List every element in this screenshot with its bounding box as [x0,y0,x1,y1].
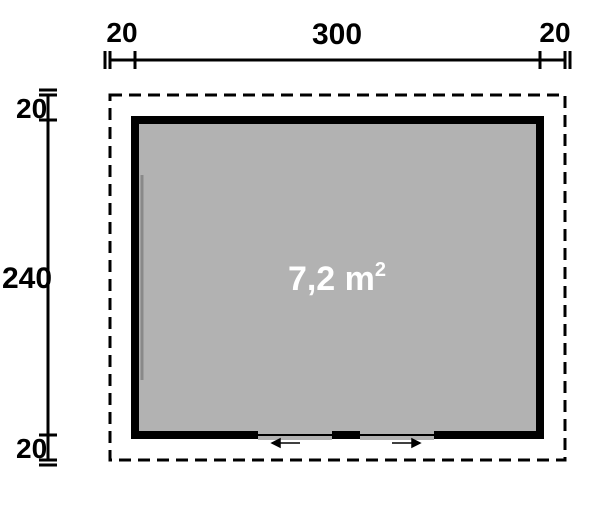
area-sup: 2 [375,259,386,281]
door-arrow-right [392,439,420,447]
area-label: 7,2 m2 [288,259,386,298]
floor-plan-diagram: 7,2 m2 20 300 20 20 240 20 [0,0,600,505]
area-value: 7,2 m [288,260,375,298]
dim-top-main: 300 [312,18,362,51]
dim-left-top: 20 [16,93,47,124]
dim-left-main: 240 [2,262,52,295]
dim-top-right: 20 [539,17,570,48]
door-arrow-left [272,439,300,447]
dim-left-bottom: 20 [16,433,47,464]
dim-top-left: 20 [106,17,137,48]
top-dimension [105,51,570,69]
